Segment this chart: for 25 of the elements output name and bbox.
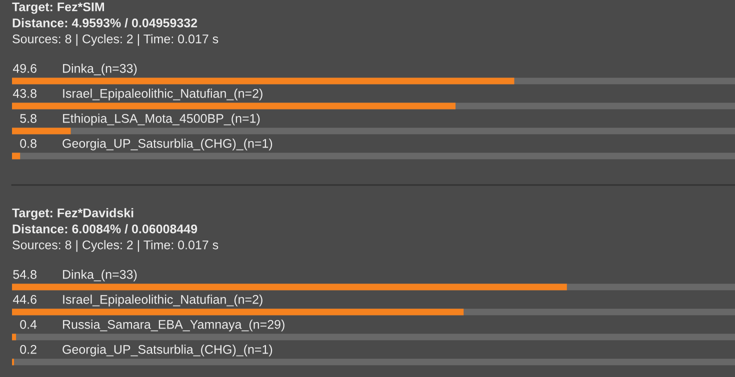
- data-label: 49.6: [12, 64, 36, 73]
- category-label: Georgia_UP_Satsurblia_(CHG)_(n=1): [62, 138, 272, 150]
- category-label: Dinka_(n=33): [63, 270, 137, 282]
- data-label: 54.8: [13, 270, 36, 279]
- data-label: 0.2: [20, 345, 36, 354]
- category-label: Israel_Epipaleolithic_Natufian_(n=2): [63, 88, 262, 100]
- category-label: Israel_Epipaleolithic_Natufian_(n=2): [63, 294, 262, 306]
- data-label: 0.8: [20, 139, 36, 148]
- source-note: Sources: 8 | Cycles: 2 | Time: 0.017 s: [12, 240, 218, 252]
- chart-title: Target: Fez*Davidski: [12, 208, 134, 220]
- chart-subtitle: Distance: 4.9593% / 0.04959332: [12, 18, 198, 28]
- category-label: Georgia_UP_Satsurblia_(CHG)_(n=1): [62, 344, 272, 356]
- data-label: 44.6: [12, 295, 36, 304]
- category-label: Russia_Samara_EBA_Yamnaya_(n=29): [63, 320, 284, 332]
- bar: [12, 152, 20, 160]
- data-label: 43.8: [12, 89, 36, 98]
- data-label: 0.4: [20, 320, 37, 329]
- category-label: Dinka_(n=33): [63, 64, 137, 76]
- data-label: 5.8: [20, 114, 36, 123]
- bar: [12, 128, 71, 134]
- bar: [12, 334, 16, 340]
- category-label: Ethiopia_LSA_Mota_4500BP_(n=1): [63, 114, 260, 126]
- source-note: Sources: 8 | Cycles: 2 | Time: 0.017 s: [12, 34, 218, 46]
- chart-title: Target: Fez*SIM: [12, 2, 104, 14]
- chart-subtitle: Distance: 6.0084% / 0.06008449: [12, 224, 198, 234]
